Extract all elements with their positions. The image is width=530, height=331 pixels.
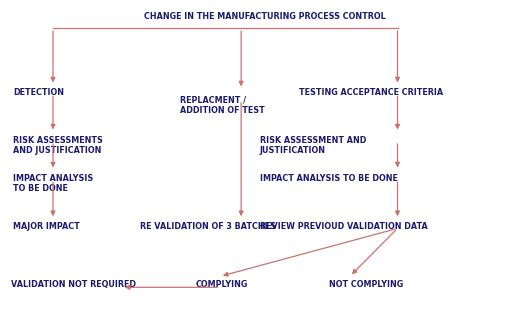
Text: RISK ASSESSMENT AND
JUSTIFICATION: RISK ASSESSMENT AND JUSTIFICATION [260, 136, 366, 155]
Text: COMPLYING: COMPLYING [196, 280, 249, 289]
Text: RE VALIDATION OF 3 BATCHES: RE VALIDATION OF 3 BATCHES [140, 222, 276, 231]
Text: VALIDATION NOT REQUIRED: VALIDATION NOT REQUIRED [11, 280, 136, 289]
Text: RISK ASSESSMENTS
AND JUSTIFICATION: RISK ASSESSMENTS AND JUSTIFICATION [13, 136, 103, 155]
Text: CHANGE IN THE MANUFACTURING PROCESS CONTROL: CHANGE IN THE MANUFACTURING PROCESS CONT… [144, 12, 386, 21]
Text: DETECTION: DETECTION [13, 88, 64, 97]
Text: REVIEW PREVIOUD VALIDATION DATA: REVIEW PREVIOUD VALIDATION DATA [260, 222, 428, 231]
Text: MAJOR IMPACT: MAJOR IMPACT [13, 222, 80, 231]
Text: TESTING ACCEPTANCE CRITERIA: TESTING ACCEPTANCE CRITERIA [299, 88, 444, 97]
Text: IMPACT ANALYSIS TO BE DONE: IMPACT ANALYSIS TO BE DONE [260, 174, 398, 183]
Text: NOT COMPLYING: NOT COMPLYING [329, 280, 403, 289]
Text: REPLACMENT /
ADDITION OF TEST: REPLACMENT / ADDITION OF TEST [180, 96, 265, 116]
Text: IMPACT ANALYSIS
TO BE DONE: IMPACT ANALYSIS TO BE DONE [13, 174, 93, 193]
